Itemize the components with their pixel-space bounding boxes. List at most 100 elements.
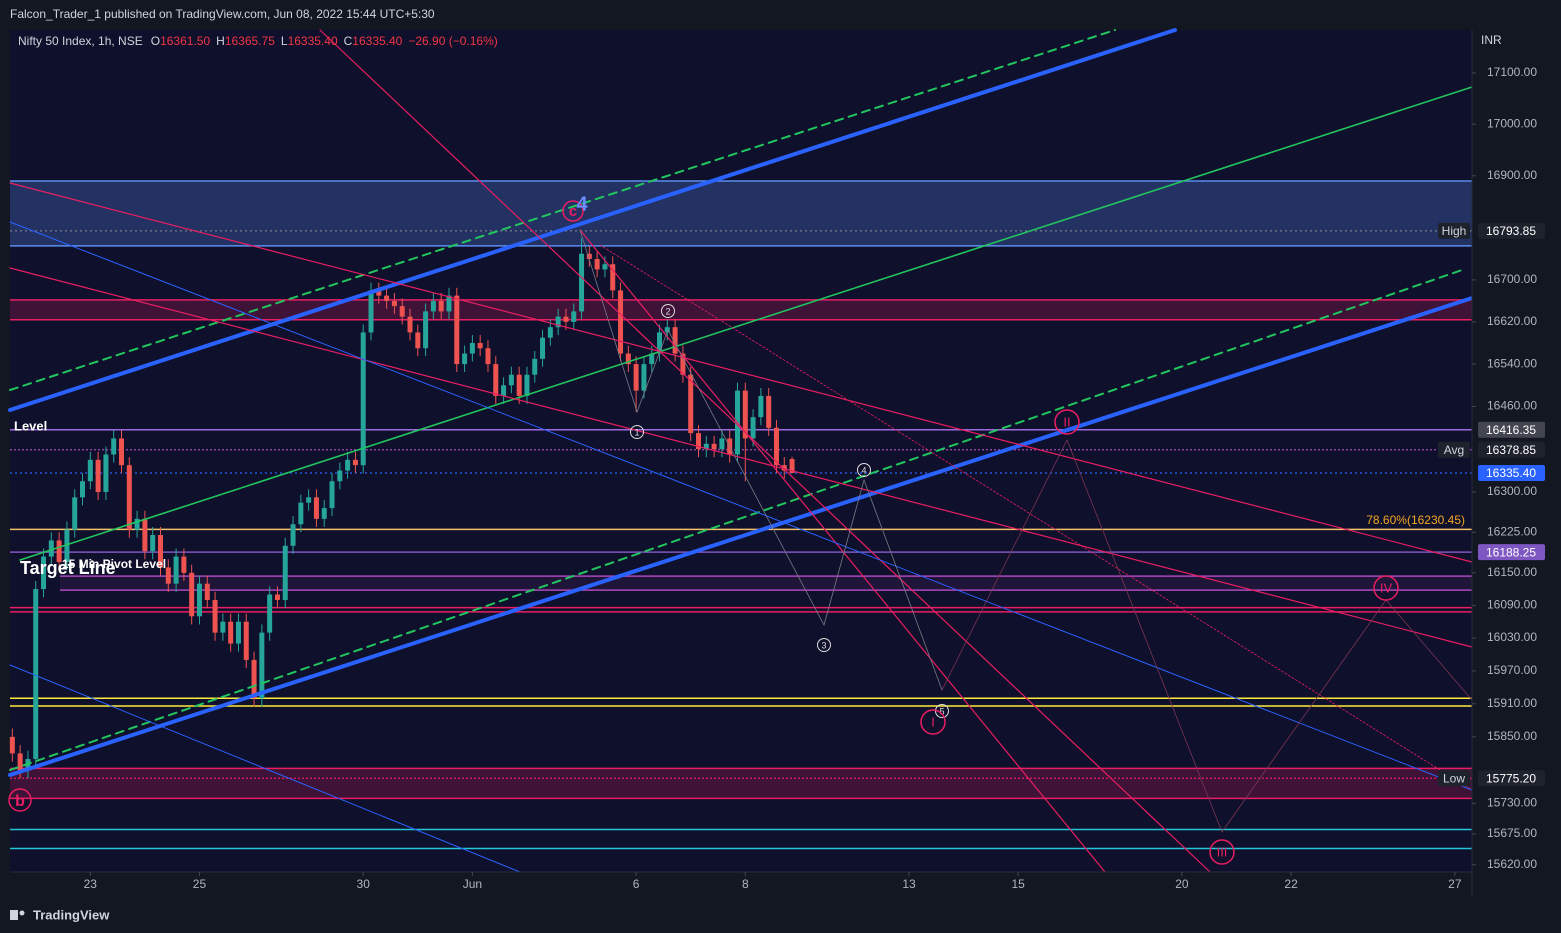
candle-body	[360, 332, 366, 466]
sub-label: 5	[939, 706, 944, 716]
candle-body	[407, 316, 413, 333]
x-tick-label: 22	[1284, 877, 1298, 891]
currency: INR	[1481, 33, 1502, 47]
candle-body	[703, 443, 709, 450]
candle-body	[306, 497, 312, 503]
sub-label: 1	[634, 427, 639, 437]
y-tick-label: 15970.00	[1487, 663, 1537, 677]
candle-body	[532, 358, 538, 375]
candle-body	[399, 306, 405, 317]
wave-path	[941, 439, 1473, 833]
candle-body	[438, 300, 444, 312]
tag-name: High	[1442, 224, 1467, 238]
wave-label: 4	[576, 193, 588, 215]
candle-body	[415, 332, 421, 349]
sub-circle	[817, 638, 831, 652]
x-tick-label: 13	[902, 877, 916, 891]
candle-body	[555, 316, 561, 328]
y-tick-label: 17000.00	[1487, 116, 1537, 130]
x-tick-label: 30	[357, 877, 371, 891]
candle-body	[72, 497, 78, 530]
y-tick-label: 16225.00	[1487, 524, 1537, 538]
drawings	[8, 28, 1474, 873]
price-tag-label: 16188.25	[1486, 545, 1536, 559]
ohlc-key: C	[344, 34, 353, 48]
candle-body	[719, 438, 725, 450]
fib-label: 78.60%(16230.45)	[1366, 513, 1465, 527]
roman-circle	[1209, 839, 1235, 865]
candle-body	[9, 736, 15, 754]
candle-body	[48, 540, 54, 557]
ohlc-key: H	[216, 34, 225, 48]
candle-body	[493, 364, 499, 396]
candle-body	[516, 374, 522, 396]
footer: TradingView	[10, 907, 110, 922]
channel-mid	[9, 269, 1463, 771]
candle-body	[508, 374, 514, 386]
annotations: c 4 b 1 2 3 4 5 I II III IV Level Target…	[8, 193, 1465, 865]
wave-path	[579, 229, 943, 691]
trend-line	[19, 86, 1473, 561]
candle-body	[501, 385, 507, 396]
candle-body	[111, 438, 117, 455]
candle-body	[485, 348, 491, 365]
sub-circle	[630, 425, 644, 439]
candle-body	[119, 438, 125, 466]
trend-line	[599, 244, 1473, 791]
published-line: Falcon_Trader_1 published on TradingView…	[10, 7, 435, 21]
trend-line	[9, 221, 1473, 791]
candle-body	[313, 497, 319, 519]
x-tick-label: 8	[742, 877, 749, 891]
trend-line	[319, 29, 1211, 873]
candle-body	[469, 342, 475, 354]
candle-body	[173, 556, 179, 584]
candle-body	[625, 353, 631, 365]
ohlc-value: 16335.40	[352, 34, 402, 48]
roman-label: III	[1217, 844, 1228, 859]
candle-body	[337, 470, 343, 482]
y-tick-label: 15620.00	[1487, 857, 1537, 871]
candle-body	[711, 443, 717, 450]
candle-body	[633, 364, 639, 391]
y-tick-label: 16540.00	[1487, 356, 1537, 370]
ohlc-key: L	[281, 34, 288, 48]
price-tag	[1478, 441, 1545, 458]
wave-circle	[562, 200, 584, 222]
candle-body	[742, 390, 748, 439]
zone	[59, 576, 1472, 591]
roman-circle	[1373, 575, 1399, 601]
candle-body	[329, 481, 335, 509]
candle-body	[352, 459, 358, 466]
candle-body	[664, 327, 670, 333]
candle-body	[80, 481, 86, 498]
candle-body	[204, 583, 210, 600]
candle-body	[750, 417, 756, 439]
candle-body	[781, 465, 787, 471]
candle-body	[454, 295, 460, 365]
candle-body	[17, 753, 23, 771]
candle-body	[189, 572, 195, 617]
candle-body	[446, 295, 452, 312]
candle-body	[126, 465, 132, 530]
tag-name: Avg	[1444, 443, 1464, 457]
candle-body	[594, 258, 600, 270]
x-tick-label: 15	[1012, 877, 1026, 891]
sub-label: 4	[861, 465, 866, 475]
tag-name-box	[1438, 222, 1470, 239]
candle-body	[758, 395, 764, 418]
candle-body	[547, 327, 553, 338]
x-tick-label: 27	[1448, 877, 1462, 891]
candle-body	[680, 353, 686, 375]
price-tag-label: 15775.20	[1486, 771, 1536, 785]
sub-circle	[661, 304, 675, 318]
tag-name-box	[1438, 770, 1470, 787]
candle-body	[228, 621, 234, 644]
candle-body	[571, 311, 577, 322]
sub-label: 2	[665, 306, 670, 316]
y-tick-label: 16900.00	[1487, 168, 1537, 182]
candle-body	[345, 459, 351, 471]
candle-body	[103, 454, 109, 492]
tag-name: Low	[1443, 771, 1465, 785]
y-tick-label: 15675.00	[1487, 826, 1537, 840]
